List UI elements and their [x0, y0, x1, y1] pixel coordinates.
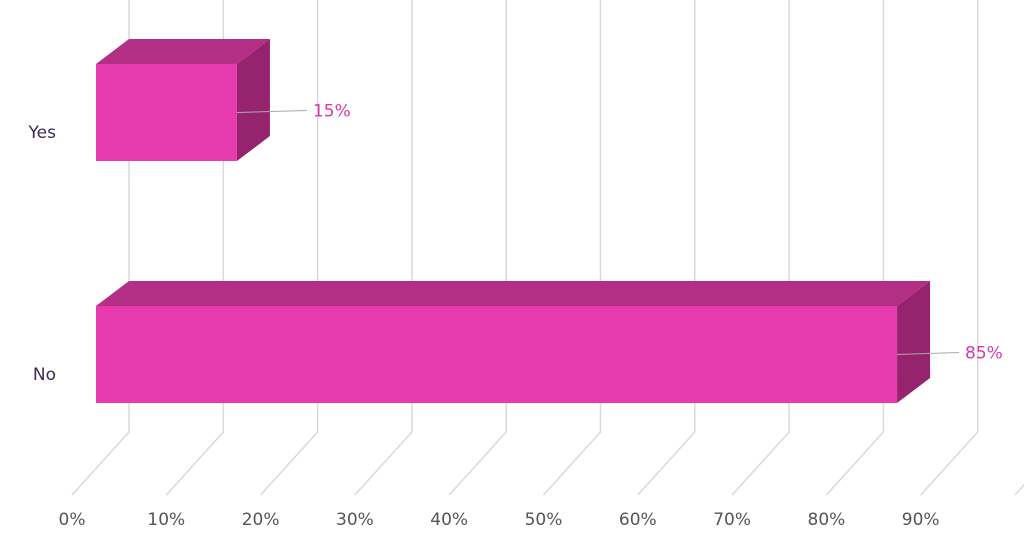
x-axis-ticks: 0% 10% 20% 30% 40% 50% 60% 70% 80% 90%: [59, 510, 940, 530]
category-label: Yes: [28, 123, 57, 143]
bar-front-face: [96, 64, 237, 161]
data-label: 15%: [313, 102, 351, 122]
x-tick-label: 30%: [336, 510, 374, 530]
x-tick-label: 20%: [242, 510, 280, 530]
category-label: No: [33, 365, 56, 385]
gridline: [542, 0, 602, 496]
gridline: [448, 0, 507, 496]
gridline: [260, 0, 319, 496]
bar-top-face: [96, 281, 931, 306]
x-tick-label: 70%: [713, 510, 751, 530]
category-labels: Yes No: [28, 123, 57, 385]
bar-side-face: [236, 39, 270, 161]
bar-top-face: [96, 39, 270, 64]
x-tick-label: 50%: [525, 510, 563, 530]
data-labels: 15% 85%: [236, 102, 1003, 364]
gridline: [1014, 483, 1024, 496]
gridline: [825, 0, 885, 496]
bar-yes: [96, 39, 270, 161]
x-tick-label: 40%: [430, 510, 468, 530]
grid-lines: [71, 0, 1024, 496]
data-label: 85%: [965, 344, 1003, 364]
gridline: [731, 0, 790, 496]
gridline: [637, 0, 696, 496]
x-tick-label: 10%: [147, 510, 185, 530]
x-tick-label: 90%: [902, 510, 940, 530]
bars: [96, 39, 931, 403]
bar-side-face: [897, 281, 931, 403]
bar-no: [96, 281, 931, 403]
x-tick-label: 80%: [808, 510, 846, 530]
data-label-leader: [897, 352, 960, 355]
bar-front-face: [96, 306, 898, 403]
x-tick-label: 0%: [59, 510, 86, 530]
x-tick-label: 60%: [619, 510, 657, 530]
gridline: [354, 0, 413, 496]
data-label-leader: [236, 110, 307, 113]
gridline: [920, 0, 979, 496]
